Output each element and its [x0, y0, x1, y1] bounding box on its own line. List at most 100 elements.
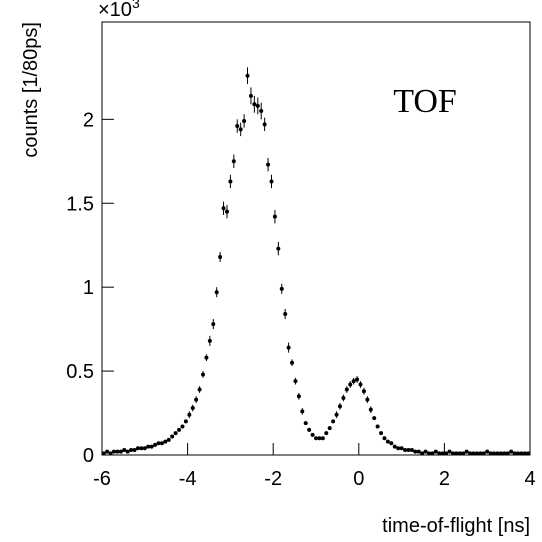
y-tick-label: 2: [83, 109, 94, 131]
data-point: [183, 419, 188, 424]
data-point: [290, 360, 295, 365]
x-tick-label: -4: [179, 468, 197, 490]
data-point: [118, 449, 123, 454]
data-point: [156, 441, 161, 446]
data-point: [146, 444, 151, 449]
data-point: [221, 206, 226, 211]
data-point: [341, 395, 346, 400]
data-point: [296, 394, 301, 399]
data-point: [197, 387, 202, 392]
data-point: [129, 447, 134, 452]
data-point: [355, 377, 360, 382]
data-point: [526, 451, 531, 456]
data-point: [440, 451, 445, 456]
data-point: [142, 446, 147, 451]
data-point: [396, 446, 401, 451]
data-point: [286, 345, 291, 350]
data-point: [327, 426, 332, 431]
data-point: [426, 451, 431, 456]
data-point: [447, 449, 452, 454]
data-point: [433, 449, 438, 454]
data-point: [409, 447, 414, 452]
data-point: [505, 451, 510, 456]
data-point: [149, 444, 154, 449]
data-point: [238, 127, 243, 132]
data-point: [358, 382, 363, 387]
data-point: [423, 449, 428, 454]
y-axis-label: counts [1/80ps]: [20, 22, 42, 158]
data-point: [314, 436, 318, 441]
data-point: [372, 416, 377, 421]
data-point: [303, 421, 308, 426]
y-scale-base: ×10: [98, 0, 132, 21]
data-point: [331, 419, 336, 424]
data-point: [522, 451, 527, 456]
data-point: [495, 451, 500, 456]
data-point: [279, 286, 284, 291]
data-point: [492, 451, 497, 456]
y-tick-label: 0: [83, 445, 94, 467]
data-point: [344, 387, 349, 392]
data-point: [375, 424, 380, 429]
data-point: [122, 447, 127, 452]
y-tick-label: 1.5: [66, 193, 94, 215]
data-point: [228, 179, 233, 184]
data-point: [173, 431, 178, 436]
data-point: [190, 406, 195, 411]
data-point: [437, 451, 442, 456]
data-point: [194, 397, 199, 402]
data-point: [519, 451, 524, 456]
data-point: [125, 449, 130, 454]
data-point: [406, 447, 411, 452]
data-point: [177, 427, 182, 432]
data-point: [509, 449, 514, 454]
data-point: [450, 451, 455, 456]
data-point: [502, 451, 507, 456]
data-point: [132, 447, 137, 452]
data-point: [310, 432, 315, 437]
data-point: [361, 389, 366, 394]
data-point: [444, 451, 449, 456]
data-point: [413, 449, 418, 454]
data-point: [488, 451, 493, 456]
y-tick-label: 0.5: [66, 361, 94, 383]
data-point: [204, 355, 209, 360]
x-tick-label: 2: [439, 468, 450, 490]
data-point: [457, 451, 462, 456]
data-point: [163, 439, 168, 444]
data-point: [214, 290, 219, 295]
data-point: [283, 312, 288, 317]
data-point: [307, 427, 312, 432]
data-point: [300, 409, 305, 414]
data-point: [248, 93, 253, 98]
data-point: [170, 434, 175, 439]
data-point: [379, 431, 384, 436]
data-point: [385, 439, 390, 444]
data-point: [276, 246, 281, 251]
data-point: [166, 437, 171, 442]
data-point: [420, 451, 425, 456]
data-point: [399, 446, 404, 451]
data-point: [153, 442, 158, 447]
data-point: [242, 119, 247, 124]
data-point: [139, 446, 144, 451]
data-point: [464, 449, 469, 454]
data-point: [115, 449, 120, 454]
data-point: [461, 451, 466, 456]
data-point: [211, 322, 216, 327]
data-point: [231, 159, 236, 164]
data-point: [485, 449, 490, 454]
y-scale-label: ×103: [98, 0, 140, 21]
data-point: [481, 451, 486, 456]
x-tick-label: 0: [353, 468, 364, 490]
data-point: [471, 451, 476, 456]
data-point: [512, 451, 517, 456]
y-tick-label: 1: [83, 277, 94, 299]
data-point: [111, 449, 116, 454]
data-point: [207, 338, 212, 343]
data-point: [392, 444, 397, 449]
plot-frame: [101, 21, 531, 456]
data-point: [368, 407, 373, 412]
data-point: [135, 446, 140, 451]
data-point: [201, 372, 206, 377]
